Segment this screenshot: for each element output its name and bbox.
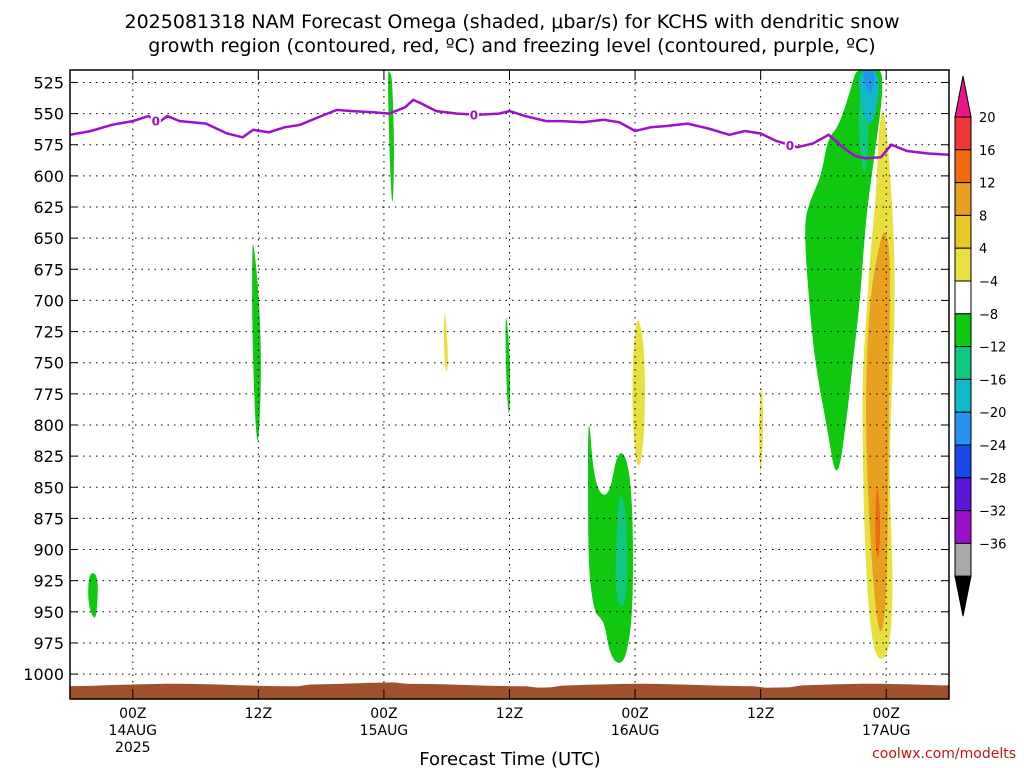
x-tick-label-5-0: 12Z (747, 706, 774, 722)
colorbar-label-9: −20 (979, 406, 1006, 421)
x-tick-label-3-0: 12Z (496, 706, 523, 722)
freezing-label-bg-0 (150, 112, 161, 129)
colorbar-swatch-0 (954, 116, 972, 151)
credit-link[interactable]: coolwx.com/modelts (872, 746, 1016, 762)
colorbar-label-1: 16 (979, 144, 996, 159)
x-tick-label-0-0: 00Z (119, 706, 146, 722)
chart-title-line-2: growth region (contoured, red, ºC) and f… (148, 35, 875, 57)
y-axis: 525 550 575 600 625 650 675 700 725 750 775 800 825 8… (23, 73, 949, 684)
y-tick-label-675: 675 (33, 260, 64, 279)
colorbar-swatch-4 (954, 247, 972, 282)
x-tick-label-2-1: 15AUG (360, 723, 409, 739)
y-tick-label-750: 750 (33, 354, 64, 373)
colorbar-swatch-6 (954, 313, 972, 348)
omega-region-6 (615, 495, 628, 607)
chart-title-line-1: 2025081318 NAM Forecast Omega (shaded, μ… (125, 11, 900, 33)
x-tick-label-6-0: 00Z (873, 706, 900, 722)
colorbar-swatch-8 (954, 378, 972, 413)
omega-region-2 (88, 573, 98, 618)
colorbar-swatch-11 (954, 477, 972, 512)
y-tick-label-950: 950 (33, 603, 64, 622)
y-tick-label-1000: 1000 (23, 665, 64, 684)
y-tick-label-700: 700 (33, 291, 64, 310)
colorbar-label-3: 8 (979, 209, 987, 224)
colorbar-swatch-9 (954, 411, 972, 446)
x-tick-label-0-1: 14AUG (109, 723, 158, 739)
y-tick-label-525: 525 (33, 73, 64, 92)
colorbar-label-7: −12 (979, 341, 1006, 356)
y-tick-label-825: 825 (33, 447, 64, 466)
colorbar-swatch-13 (954, 542, 972, 577)
freezing-label-bg-1 (468, 106, 479, 123)
colorbar-label-5: −4 (979, 275, 998, 290)
omega-region-0 (388, 71, 394, 202)
colorbar-label-2: 12 (979, 177, 996, 192)
freezing-label-2: 0 (786, 139, 794, 153)
colorbar-swatch-12 (954, 510, 972, 544)
colorbar-label-10: −24 (979, 439, 1006, 454)
y-tick-label-875: 875 (33, 509, 64, 528)
y-tick-label-600: 600 (33, 167, 64, 186)
grid-lines (70, 70, 949, 699)
y-tick-label-775: 775 (33, 385, 64, 404)
colorbar-label-8: −16 (979, 373, 1006, 388)
freezing-label-bg-2 (784, 137, 795, 154)
y-tick-label-925: 925 (33, 572, 64, 591)
colorbar-swatch-1 (954, 149, 972, 184)
freezing-level-labels: 0 0 0 (150, 106, 795, 154)
colorbar-swatch-5 (954, 280, 972, 315)
y-tick-label-650: 650 (33, 229, 64, 248)
x-tick-label-1-0: 12Z (245, 706, 272, 722)
omega-region-3 (443, 313, 448, 371)
colorbar-bottom-arrow (954, 575, 972, 617)
y-tick-label-975: 975 (33, 634, 64, 653)
omega-region-14 (866, 232, 890, 632)
colorbar: 20 16 12 8 4 −4 −8 −12 −16 −20 −24 −28 −32 −36 (954, 75, 1006, 617)
x-tick-label-2-0: 00Z (370, 706, 397, 722)
y-tick-label-800: 800 (33, 416, 64, 435)
colorbar-label-12: −32 (979, 505, 1006, 520)
colorbar-swatch-7 (954, 346, 972, 380)
x-tick-label-6-1: 17AUG (862, 723, 911, 739)
x-tick-label-4-1: 16AUG (611, 723, 660, 739)
y-tick-label-900: 900 (33, 541, 64, 560)
y-tick-label-550: 550 (33, 105, 64, 124)
omega-region-9 (805, 70, 883, 471)
colorbar-label-0: 20 (979, 111, 996, 126)
omega-region-11 (858, 70, 879, 124)
freezing-label-0: 0 (152, 114, 160, 128)
x-axis-title: Forecast Time (UTC) (419, 749, 600, 768)
colorbar-label-11: −28 (979, 472, 1006, 487)
x-tick-label-0-2: 2025 (115, 740, 151, 756)
freezing-level-line (69, 98, 950, 160)
y-tick-label-575: 575 (33, 136, 64, 155)
y-tick-label-625: 625 (33, 198, 64, 217)
colorbar-label-4: 4 (979, 242, 987, 257)
colorbar-swatch-10 (954, 444, 972, 479)
omega-region-4 (505, 317, 511, 414)
y-tick-label-850: 850 (33, 478, 64, 497)
omega-region-1 (252, 244, 261, 441)
colorbar-label-6: −8 (979, 308, 998, 323)
colorbar-label-13: −36 (979, 537, 1006, 552)
x-tick-label-4-0: 00Z (621, 706, 648, 722)
omega-region-12 (863, 70, 875, 93)
colorbar-swatch-2 (954, 182, 972, 216)
colorbar-top-arrow (954, 75, 972, 118)
y-tick-label-725: 725 (33, 323, 64, 342)
colorbar-swatch-3 (954, 214, 972, 249)
freezing-label-1: 0 (470, 109, 478, 123)
omega-region-15 (875, 487, 881, 559)
omega-shading (88, 70, 895, 663)
